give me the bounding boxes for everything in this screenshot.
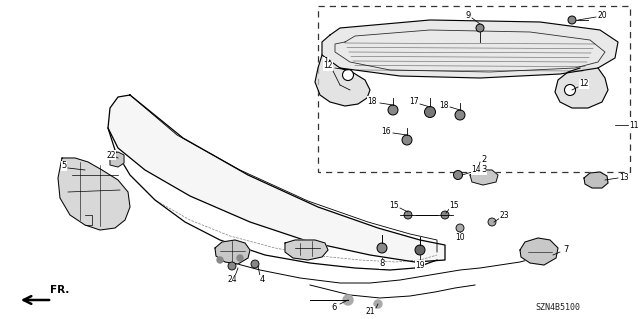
Text: 12: 12 [323, 62, 333, 70]
Circle shape [441, 211, 449, 219]
Circle shape [402, 135, 412, 145]
Polygon shape [322, 20, 618, 78]
Text: 4: 4 [259, 276, 264, 285]
Circle shape [342, 70, 353, 80]
Polygon shape [215, 240, 250, 264]
Text: 5: 5 [61, 161, 67, 170]
Polygon shape [584, 172, 608, 188]
Circle shape [228, 262, 236, 270]
Text: 10: 10 [455, 234, 465, 242]
Polygon shape [58, 158, 130, 230]
Circle shape [488, 218, 496, 226]
Circle shape [217, 257, 223, 263]
Text: 21: 21 [365, 307, 375, 315]
Circle shape [454, 170, 463, 180]
Text: 18: 18 [439, 100, 449, 109]
Polygon shape [110, 152, 124, 167]
Text: 24: 24 [227, 276, 237, 285]
Circle shape [377, 243, 387, 253]
Text: 17: 17 [409, 98, 419, 107]
Text: 15: 15 [449, 202, 459, 211]
Circle shape [476, 24, 484, 32]
Circle shape [237, 255, 243, 261]
Text: 8: 8 [380, 259, 385, 269]
Text: SZN4B5100: SZN4B5100 [536, 303, 580, 313]
Text: 6: 6 [332, 302, 337, 311]
Text: 13: 13 [619, 174, 629, 182]
Text: FR.: FR. [50, 285, 69, 295]
Polygon shape [520, 238, 558, 265]
Text: 11: 11 [629, 121, 639, 130]
Circle shape [455, 110, 465, 120]
Text: 19: 19 [415, 261, 425, 270]
Circle shape [251, 260, 259, 268]
Text: 20: 20 [597, 11, 607, 19]
Text: 9: 9 [465, 11, 470, 19]
Circle shape [456, 224, 464, 232]
Text: 12: 12 [579, 79, 589, 88]
Text: 23: 23 [499, 211, 509, 220]
Text: 1: 1 [323, 57, 328, 66]
Polygon shape [555, 68, 608, 108]
Text: 14: 14 [471, 166, 481, 174]
Text: 22: 22 [106, 151, 116, 160]
Circle shape [404, 211, 412, 219]
Polygon shape [315, 55, 370, 106]
Text: 15: 15 [389, 202, 399, 211]
Text: 7: 7 [563, 246, 569, 255]
Polygon shape [470, 170, 498, 185]
Polygon shape [285, 240, 328, 260]
Circle shape [343, 295, 353, 305]
Circle shape [568, 16, 576, 24]
Circle shape [564, 85, 575, 95]
Text: 3: 3 [481, 166, 486, 174]
Polygon shape [108, 95, 445, 262]
Circle shape [415, 245, 425, 255]
Circle shape [388, 105, 398, 115]
Circle shape [374, 300, 382, 308]
Circle shape [424, 107, 435, 117]
Text: 16: 16 [381, 127, 391, 136]
Text: 18: 18 [367, 97, 377, 106]
Text: 2: 2 [481, 155, 486, 165]
Bar [318, 6, 630, 172]
